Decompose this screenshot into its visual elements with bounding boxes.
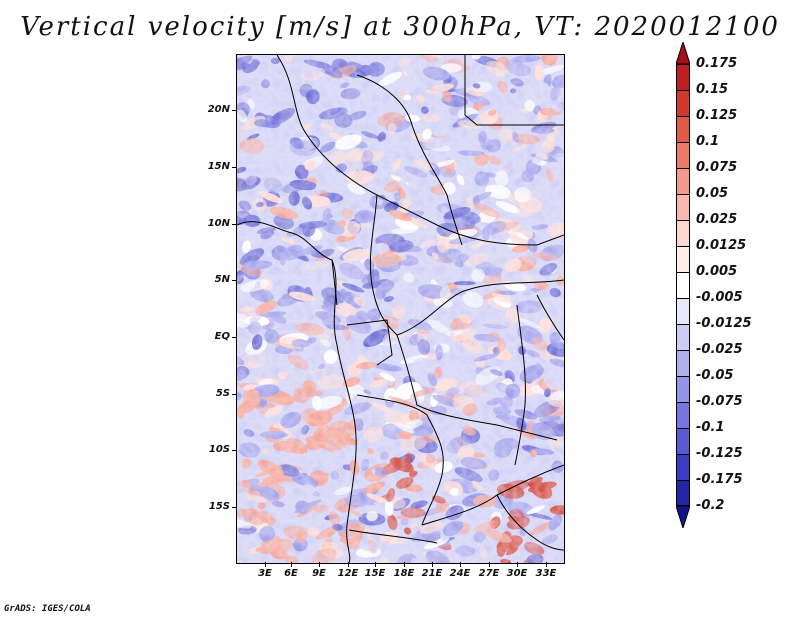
lon-label: 6E — [284, 568, 298, 579]
lon-tick — [489, 562, 490, 567]
lon-label: 27E — [478, 568, 500, 579]
colorbar-segment — [676, 116, 690, 142]
colorbar-label: 0.075 — [696, 160, 738, 175]
colorbar-segment — [676, 64, 690, 90]
lon-tick — [265, 562, 266, 567]
lon-tick — [291, 562, 292, 567]
colorbar-segment — [676, 376, 690, 402]
lon-label: 3E — [258, 568, 272, 579]
lon-tick — [546, 562, 547, 567]
colorbar-label: 0.15 — [696, 82, 729, 97]
colorbar-label: -0.05 — [696, 368, 734, 383]
lake-tanganyika — [514, 304, 526, 466]
colorbar-segment — [676, 480, 690, 506]
lat-tick — [232, 394, 237, 395]
colorbar-segment — [676, 402, 690, 428]
colorbar-label: -0.1 — [696, 420, 725, 435]
grads-credit: GrADS: IGES/COLA — [4, 604, 91, 614]
colorbar-segment — [676, 350, 690, 376]
colorbar-label: 0.005 — [696, 264, 738, 279]
map-panel — [236, 54, 565, 564]
colorbar-label: 0.0125 — [696, 238, 747, 253]
colorbar-label: -0.075 — [696, 394, 743, 409]
lat-label: 15S — [208, 501, 230, 512]
colorbar-label: 0.125 — [696, 108, 738, 123]
lat-tick — [232, 224, 237, 225]
colorbar-segment — [676, 168, 690, 194]
lat-tick — [232, 110, 237, 111]
lat-tick — [232, 280, 237, 281]
colorbar-label: 0.05 — [696, 186, 729, 201]
colorbar-label: -0.125 — [696, 446, 743, 461]
lon-label: 21E — [421, 568, 443, 579]
lon-tick — [460, 562, 461, 567]
velocity-field — [237, 55, 564, 563]
colorbar-bottom-arrow — [676, 506, 690, 528]
border-drc — [396, 334, 558, 441]
border-chad — [356, 74, 463, 246]
lat-label: 10N — [207, 218, 230, 229]
lon-tick — [432, 562, 433, 567]
lat-label: EQ — [214, 331, 230, 342]
lon-label: 12E — [337, 568, 359, 579]
lon-label: 15E — [364, 568, 386, 579]
lake-victoria — [536, 294, 564, 341]
colorbar-segment — [676, 194, 690, 220]
border-gabon — [346, 319, 393, 366]
lat-tick — [232, 507, 237, 508]
lat-label: 5S — [215, 388, 230, 399]
border-namibia — [348, 529, 438, 544]
lon-tick — [517, 562, 518, 567]
colorbar-segment — [676, 246, 690, 272]
colorbar-label: -0.2 — [696, 498, 725, 513]
lon-label: 18E — [393, 568, 415, 579]
lon-tick — [348, 562, 349, 567]
colorbar-label: -0.0125 — [696, 316, 752, 331]
colorbar-label: -0.005 — [696, 290, 743, 305]
coastline-west — [237, 221, 338, 306]
lon-tick — [404, 562, 405, 567]
colorbar-label: 0.025 — [696, 212, 738, 227]
lat-label: 15N — [207, 161, 230, 172]
colorbar-segment — [676, 142, 690, 168]
colorbar-label: -0.175 — [696, 472, 743, 487]
colorbar-segment — [676, 272, 690, 298]
lat-label: 10S — [208, 444, 230, 455]
lon-tick — [375, 562, 376, 567]
lon-label: 9E — [312, 568, 326, 579]
chart-title: Vertical velocity [m/s] at 300hPa, VT: 2… — [20, 12, 780, 42]
colorbar-segment — [676, 324, 690, 350]
colorbar-label: 0.175 — [696, 56, 738, 71]
lat-label: 20N — [207, 104, 230, 115]
lon-tick — [319, 562, 320, 567]
lat-tick — [232, 167, 237, 168]
lat-tick — [232, 337, 237, 338]
lat-label: 5N — [214, 274, 230, 285]
border-car — [396, 279, 564, 336]
lon-label: 30E — [506, 568, 528, 579]
country-borders — [237, 55, 564, 563]
lon-label: 24E — [449, 568, 471, 579]
colorbar-segment — [676, 454, 690, 480]
lon-label: 33E — [535, 568, 557, 579]
border-angola — [356, 394, 444, 526]
lat-tick — [232, 450, 237, 451]
field-texture — [237, 55, 564, 563]
coastline-atlantic — [331, 259, 357, 563]
border-libya-egypt — [464, 55, 564, 126]
colorbar-label: -0.025 — [696, 342, 743, 357]
colorbar-segment — [676, 90, 690, 116]
colorbar-label: 0.1 — [696, 134, 720, 149]
colorbar-segment — [676, 220, 690, 246]
colorbar-top-arrow — [676, 42, 690, 64]
border-zimbabwe — [496, 494, 564, 551]
colorbar-segment — [676, 298, 690, 324]
colorbar-segment — [676, 428, 690, 454]
